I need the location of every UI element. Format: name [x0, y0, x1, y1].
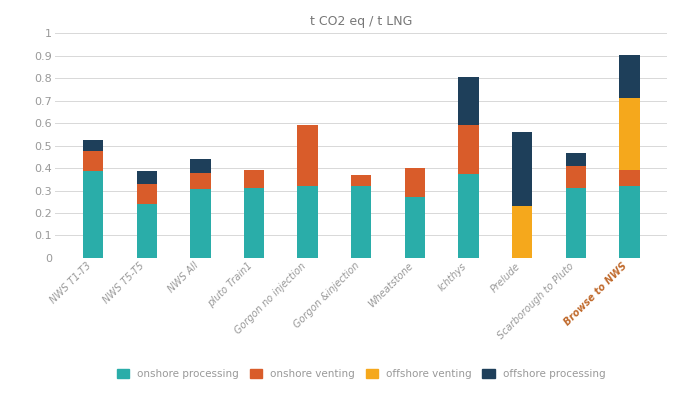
Bar [297, 186, 318, 258]
Bar [190, 173, 211, 189]
Legend: onshore processing, onshore venting, offshore venting, offshore processing: onshore processing, onshore venting, off… [112, 365, 610, 383]
Bar [566, 166, 586, 188]
Bar [405, 168, 425, 197]
Bar [566, 154, 586, 166]
Bar [458, 77, 479, 125]
Bar [136, 184, 157, 204]
Bar [136, 171, 157, 184]
Bar [619, 99, 640, 170]
Bar [351, 175, 372, 186]
Bar [458, 125, 479, 173]
Bar [190, 189, 211, 258]
Bar [512, 132, 533, 206]
Bar [512, 206, 533, 258]
Bar [83, 140, 103, 151]
Bar [244, 170, 264, 188]
Bar [405, 197, 425, 258]
Bar [136, 204, 157, 258]
Bar [244, 188, 264, 258]
Bar [458, 173, 479, 258]
Bar [351, 186, 372, 258]
Bar [566, 188, 586, 258]
Bar [619, 186, 640, 258]
Title: t CO2 eq / t LNG: t CO2 eq / t LNG [310, 15, 412, 28]
Bar [619, 170, 640, 186]
Bar [297, 125, 318, 186]
Bar [619, 54, 640, 99]
Bar [83, 171, 103, 258]
Bar [190, 159, 211, 173]
Bar [83, 151, 103, 171]
